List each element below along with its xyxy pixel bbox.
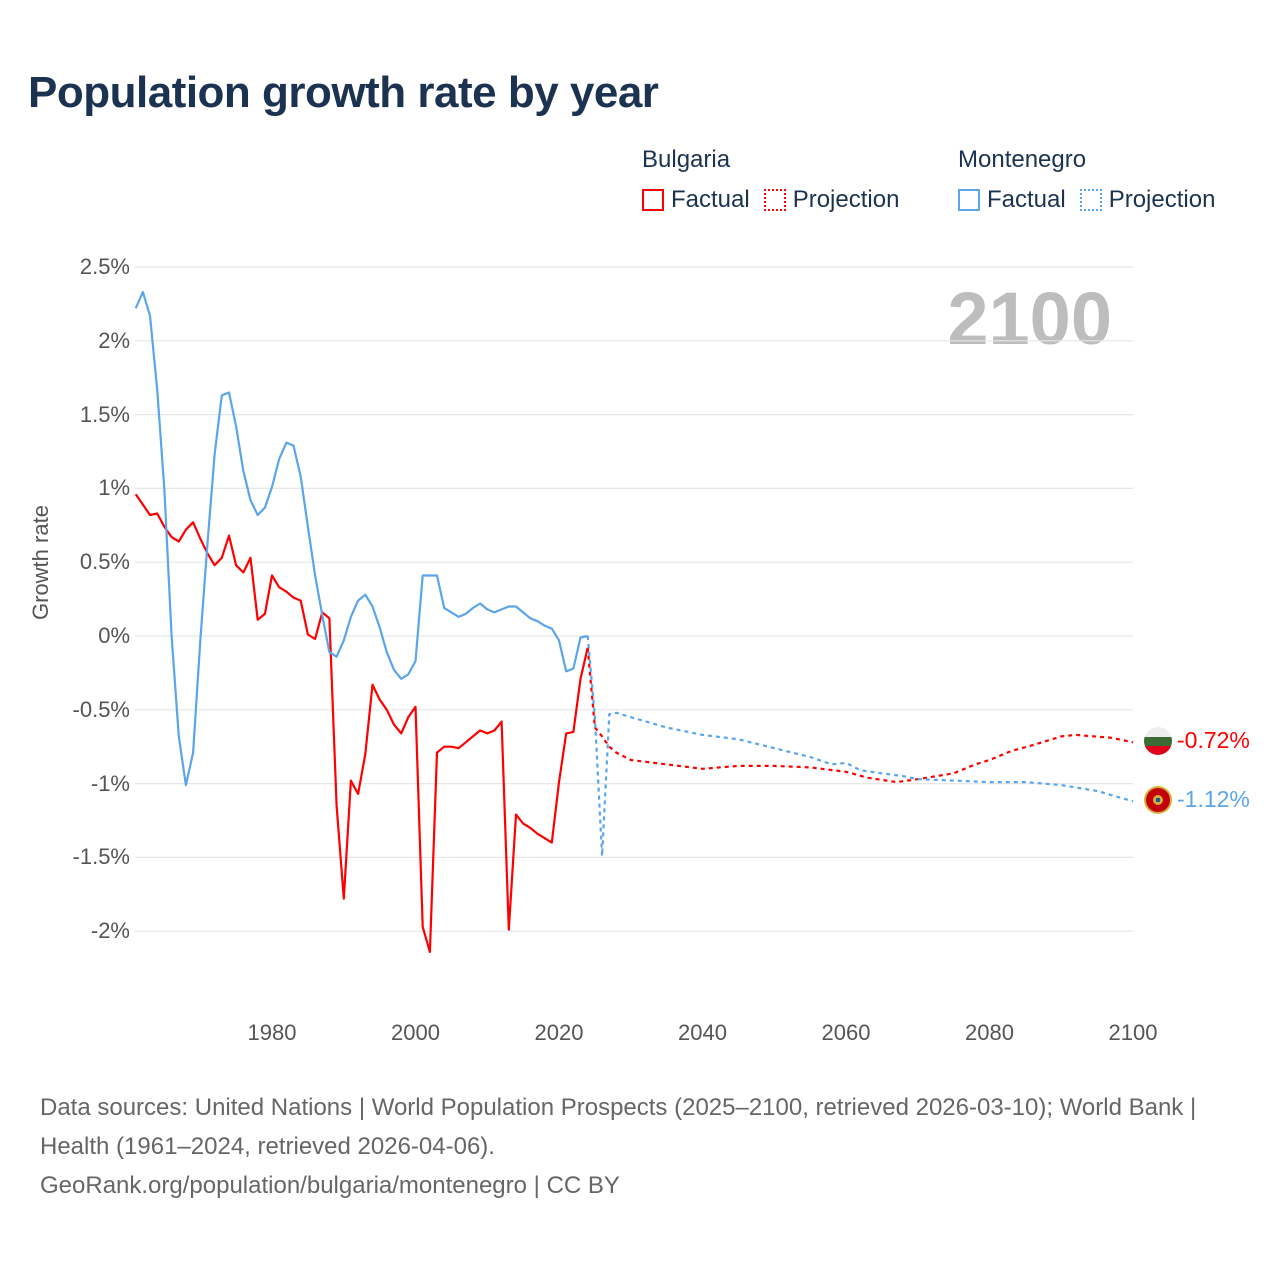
legend-bulgaria-projection[interactable]: Projection — [763, 186, 900, 214]
series-line-montenegro-factual — [134, 291, 588, 787]
legend-label: Projection — [1108, 186, 1216, 213]
y-tick-label: 0% — [98, 623, 130, 648]
legend-montenegro-projection[interactable]: Projection — [1079, 186, 1216, 214]
x-tick-label: 1980 — [247, 1020, 297, 1045]
legend-swatch-solid — [958, 189, 980, 211]
series-line-montenegro-projection — [586, 635, 1134, 858]
end-label-bulgaria: -0.72% — [1177, 727, 1250, 753]
x-tick-label: 2020 — [534, 1020, 584, 1045]
legend-swatch-dotted — [763, 189, 786, 211]
series-line-bulgaria-factual — [134, 493, 589, 954]
x-tick-label: 2080 — [965, 1020, 1014, 1045]
footer: Data sources: United Nations | World Pop… — [40, 1088, 1240, 1205]
x-tick-label: 2000 — [391, 1020, 440, 1045]
legend-montenegro: Montenegro Factual Projection — [958, 146, 1229, 218]
end-label-montenegro: -1.12% — [1177, 786, 1250, 812]
legend-label: Factual — [671, 186, 750, 213]
y-tick-label: 1% — [98, 475, 130, 501]
legend-group-name: Bulgaria — [642, 146, 731, 173]
y-tick-label: 1.5% — [79, 401, 130, 427]
flag-montenegro-icon — [1144, 786, 1172, 814]
y-tick-label: -1% — [90, 770, 130, 796]
x-tick-label: 2060 — [821, 1020, 871, 1045]
y-tick-label: 2.5% — [79, 254, 130, 279]
chart-title: Population growth rate by year — [28, 68, 659, 117]
legend-bulgaria: Bulgaria Factual Projection — [642, 146, 913, 218]
y-tick-label: -1.5% — [72, 844, 130, 870]
x-tick-label: 2040 — [678, 1020, 727, 1045]
series-line-bulgaria-projection — [586, 647, 1134, 784]
legend-montenegro-factual[interactable]: Factual — [958, 186, 1066, 214]
y-tick-label: 2% — [98, 327, 130, 353]
legend-group-name: Montenegro — [958, 146, 1087, 173]
y-tick-label: -0.5% — [72, 696, 130, 722]
legend-swatch-dotted — [1079, 189, 1102, 211]
legend-label: Factual — [987, 186, 1066, 213]
y-tick-label: -2% — [90, 918, 130, 944]
attribution-link[interactable]: GeoRank.org/population/bulgaria/monteneg… — [40, 1172, 620, 1199]
flag-bulgaria-icon — [1144, 727, 1172, 755]
data-sources: Data sources: United Nations | World Pop… — [40, 1094, 1197, 1160]
x-tick-label: 2100 — [1108, 1020, 1158, 1045]
legend-label: Projection — [792, 186, 900, 213]
y-tick-label: 0.5% — [79, 549, 130, 575]
current-year-label: 2100 — [947, 277, 1112, 360]
legend-bulgaria-factual[interactable]: Factual — [642, 186, 750, 214]
legend-swatch-solid — [642, 189, 664, 211]
